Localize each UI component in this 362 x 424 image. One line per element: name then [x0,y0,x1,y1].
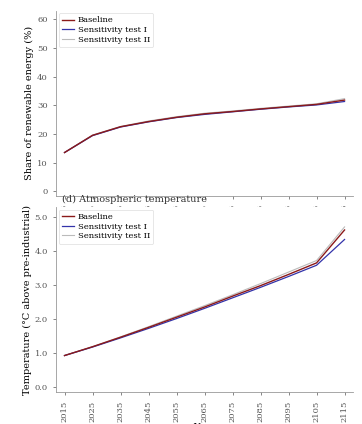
Sensitivity test I [230,295,235,300]
Sensitivity test II [286,103,291,109]
Line: Sensitivity test I: Sensitivity test I [64,101,345,153]
Sensitivity test II [202,111,207,116]
Baseline [202,111,207,116]
Sensitivity test I [146,119,151,124]
Baseline [258,283,263,288]
Line: Sensitivity test I: Sensitivity test I [64,240,345,356]
X-axis label: Year: Year [194,227,215,236]
Baseline [118,335,123,340]
Sensitivity test I [342,237,347,242]
Sensitivity test I [90,133,95,138]
Baseline [146,119,151,124]
Sensitivity test I [314,103,319,108]
Baseline [90,344,95,349]
Sensitivity test I [174,115,179,120]
Sensitivity test II [118,335,123,340]
Sensitivity test I [202,306,207,311]
Sensitivity test II [62,150,67,155]
Sensitivity test I [174,316,179,321]
Line: Sensitivity test II: Sensitivity test II [64,227,345,356]
Sensitivity test II [118,124,123,129]
X-axis label: Year: Year [194,423,215,424]
Sensitivity test I [118,125,123,130]
Sensitivity test II [258,281,263,286]
Baseline [286,272,291,277]
Sensitivity test II [90,133,95,138]
Sensitivity test I [118,335,123,340]
Baseline [146,325,151,330]
Baseline [342,227,347,232]
Sensitivity test I [314,263,319,268]
Sensitivity test II [146,118,151,123]
Sensitivity test II [174,114,179,119]
Baseline [230,109,235,114]
Y-axis label: Temperature (°C above pre-industrial): Temperature (°C above pre-industrial) [22,205,31,395]
Y-axis label: Share of renewable energy (%): Share of renewable energy (%) [25,26,34,180]
Sensitivity test II [342,224,347,229]
Sensitivity test I [230,109,235,114]
Sensitivity test II [230,292,235,297]
Sensitivity test I [62,353,67,358]
Line: Baseline: Baseline [64,230,345,356]
Baseline [90,133,95,138]
Legend: Baseline, Sensitivity test I, Sensitivity test II: Baseline, Sensitivity test I, Sensitivit… [59,210,153,244]
Sensitivity test I [286,274,291,279]
Sensitivity test I [90,345,95,350]
Baseline [314,260,319,265]
Line: Baseline: Baseline [64,100,345,153]
Sensitivity test II [62,353,67,358]
Line: Sensitivity test II: Sensitivity test II [64,99,345,153]
Sensitivity test II [286,270,291,275]
Sensitivity test II [258,106,263,111]
Sensitivity test II [342,96,347,101]
Sensitivity test I [286,104,291,109]
Baseline [174,315,179,320]
Baseline [258,106,263,112]
Sensitivity test II [202,303,207,308]
Sensitivity test I [342,99,347,104]
Sensitivity test II [174,314,179,319]
Sensitivity test II [90,344,95,349]
Baseline [230,293,235,298]
Baseline [342,98,347,103]
Sensitivity test I [62,150,67,155]
Sensitivity test II [314,101,319,106]
Baseline [286,104,291,109]
Baseline [202,304,207,310]
Sensitivity test I [258,107,263,112]
Legend: Baseline, Sensitivity test I, Sensitivity test II: Baseline, Sensitivity test I, Sensitivit… [59,13,153,47]
Text: (d) Atmospheric temperature: (d) Atmospheric temperature [62,195,207,204]
Sensitivity test I [146,326,151,331]
Sensitivity test II [314,258,319,263]
Sensitivity test II [230,109,235,114]
Baseline [62,353,67,358]
Sensitivity test II [146,324,151,329]
Baseline [62,150,67,155]
Sensitivity test I [202,112,207,117]
Baseline [118,124,123,129]
Sensitivity test I [258,285,263,290]
Baseline [174,115,179,120]
Baseline [314,102,319,107]
